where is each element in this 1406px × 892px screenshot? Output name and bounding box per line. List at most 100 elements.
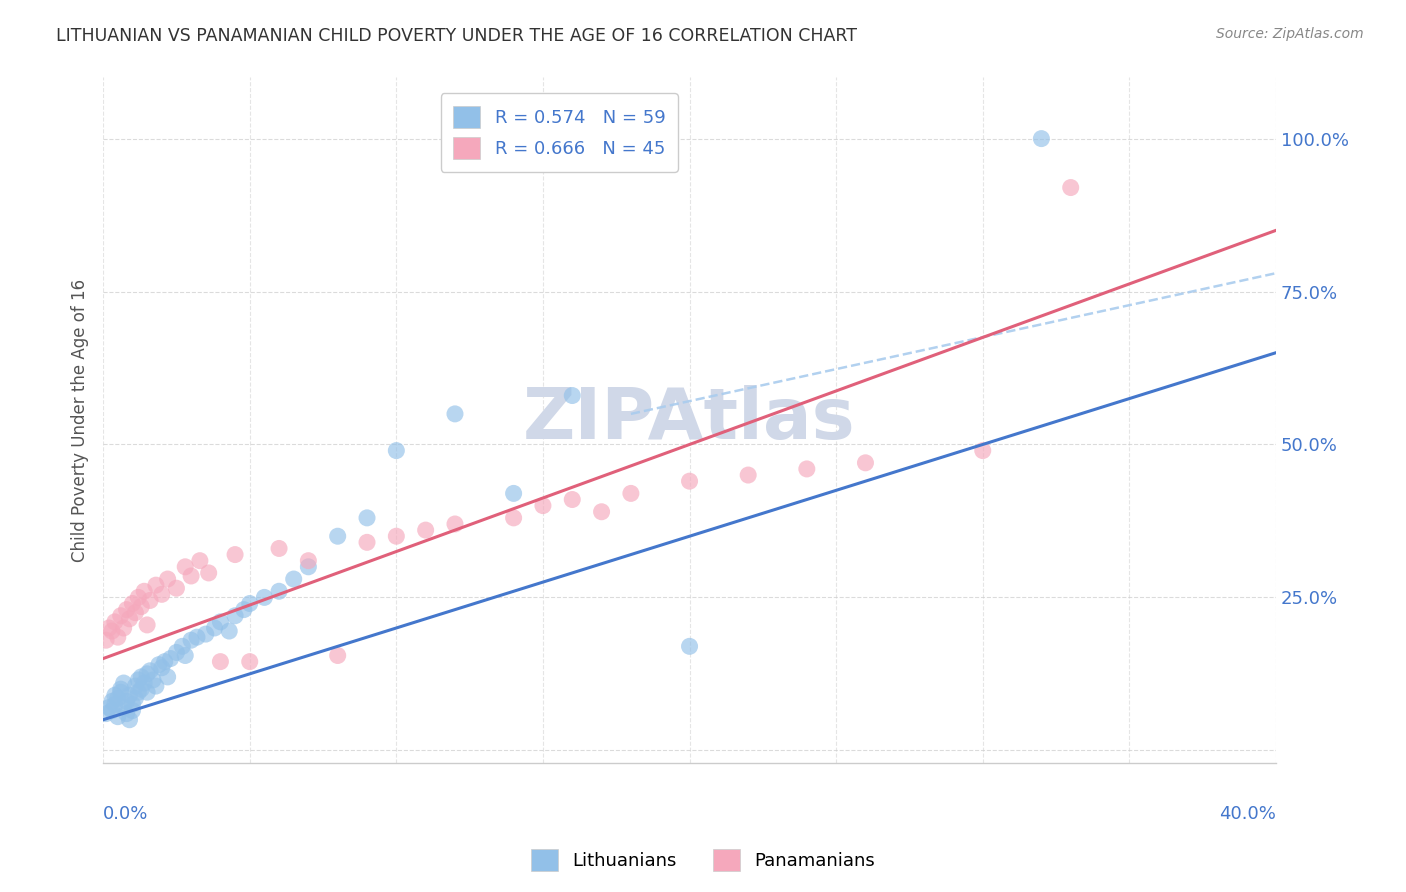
Point [153,655,176,669]
Point [218,624,240,638]
Point [232,602,254,616]
Point [150,661,173,675]
Point [1060,180,1083,194]
Legend: Lithuanians, Panamanians: Lithuanians, Panamanians [523,842,883,879]
Point [297,559,319,574]
Point [104,688,127,702]
Point [101,624,124,638]
Point [224,548,246,562]
Point [180,633,202,648]
Point [444,516,467,531]
Point [121,704,143,718]
Point [107,691,129,706]
Legend: R = 0.574   N = 59, R = 0.666   N = 45: R = 0.574 N = 59, R = 0.666 N = 45 [440,94,678,171]
Point [107,630,129,644]
Point [112,676,135,690]
Point [136,685,159,699]
Text: LITHUANIAN VS PANAMANIAN CHILD POVERTY UNDER THE AGE OF 16 CORRELATION CHART: LITHUANIAN VS PANAMANIAN CHILD POVERTY U… [56,27,858,45]
Point [94,633,117,648]
Point [678,640,700,654]
Point [112,700,135,714]
Point [1031,131,1053,145]
Point [124,606,146,620]
Point [239,655,262,669]
Point [148,657,170,672]
Point [737,468,759,483]
Point [267,541,290,556]
Text: 40.0%: 40.0% [1219,805,1277,823]
Y-axis label: Child Poverty Under the Age of 16: Child Poverty Under the Age of 16 [72,278,89,562]
Point [136,618,159,632]
Point [104,615,127,629]
Point [121,597,143,611]
Point [118,713,141,727]
Point [139,593,162,607]
Point [156,572,179,586]
Point [118,688,141,702]
Point [129,599,152,614]
Point [415,523,437,537]
Point [502,511,524,525]
Point [115,694,138,708]
Point [129,670,152,684]
Point [326,648,349,663]
Point [209,615,232,629]
Point [326,529,349,543]
Point [142,673,165,687]
Point [209,655,232,669]
Point [531,499,554,513]
Text: Source: ZipAtlas.com: Source: ZipAtlas.com [1216,27,1364,41]
Point [855,456,877,470]
Point [115,602,138,616]
Point [118,612,141,626]
Point [112,621,135,635]
Point [283,572,305,586]
Point [104,698,127,712]
Point [620,486,643,500]
Point [174,648,197,663]
Point [239,597,262,611]
Point [98,621,121,635]
Point [561,492,583,507]
Point [127,673,149,687]
Text: ZIPAtlas: ZIPAtlas [523,385,856,455]
Point [253,591,276,605]
Point [124,691,146,706]
Point [186,630,208,644]
Point [194,627,217,641]
Point [124,679,146,693]
Point [356,511,378,525]
Point [180,569,202,583]
Point [101,704,124,718]
Point [156,670,179,684]
Point [385,443,408,458]
Point [204,621,226,635]
Point [98,700,121,714]
Point [678,474,700,488]
Point [165,581,187,595]
Point [796,462,818,476]
Point [145,679,167,693]
Point [110,685,132,699]
Point [94,706,117,721]
Point [591,505,613,519]
Point [134,676,156,690]
Point [101,694,124,708]
Point [115,706,138,721]
Point [561,388,583,402]
Point [159,651,181,665]
Point [972,443,994,458]
Point [165,645,187,659]
Point [172,640,194,654]
Point [110,682,132,697]
Point [110,608,132,623]
Point [174,559,197,574]
Point [150,587,173,601]
Point [129,682,152,697]
Point [502,486,524,500]
Point [385,529,408,543]
Point [267,584,290,599]
Point [444,407,467,421]
Text: 0.0%: 0.0% [103,805,149,823]
Point [188,554,211,568]
